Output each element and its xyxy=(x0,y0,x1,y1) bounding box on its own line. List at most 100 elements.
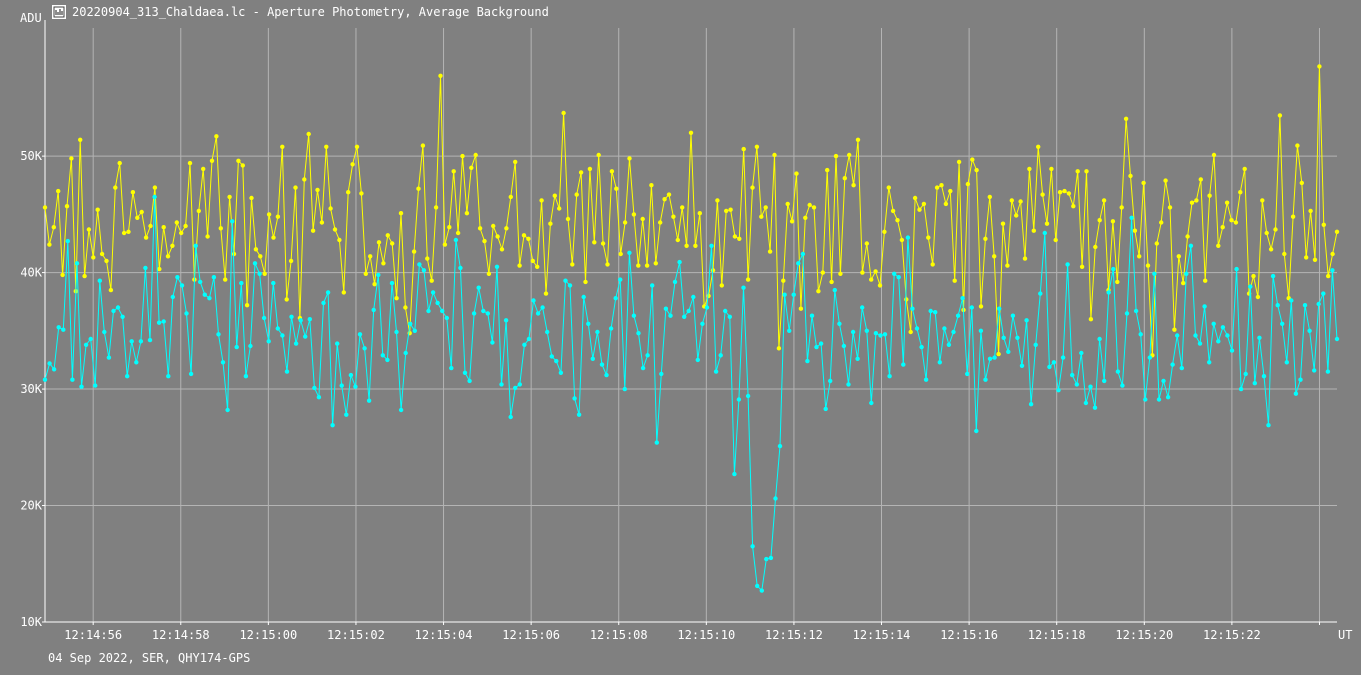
data-point xyxy=(469,165,474,170)
data-point xyxy=(896,275,901,280)
data-point xyxy=(335,341,340,346)
data-point xyxy=(772,152,777,158)
data-point xyxy=(970,157,975,162)
data-point xyxy=(517,382,522,387)
x-tick-label: 12:15:16 xyxy=(940,628,998,642)
data-point xyxy=(1000,221,1006,226)
data-point xyxy=(764,556,769,562)
data-point xyxy=(684,243,689,248)
data-point xyxy=(1207,360,1212,365)
data-point xyxy=(1317,64,1322,69)
data-point xyxy=(230,219,235,224)
data-point xyxy=(91,255,96,260)
data-point xyxy=(886,185,891,190)
data-point xyxy=(225,407,230,413)
data-point xyxy=(873,331,879,336)
data-point xyxy=(417,262,422,267)
data-point xyxy=(535,264,540,269)
data-point xyxy=(435,300,440,306)
data-point xyxy=(184,311,189,316)
data-point xyxy=(750,544,755,549)
data-point xyxy=(521,233,527,238)
data-point xyxy=(846,382,851,387)
data-point xyxy=(715,198,720,203)
data-point xyxy=(139,209,144,215)
data-point xyxy=(869,277,874,282)
data-point xyxy=(1031,228,1037,233)
data-point xyxy=(1242,166,1247,172)
data-point xyxy=(216,332,221,337)
data-point xyxy=(644,263,650,268)
data-point xyxy=(363,271,368,276)
data-point xyxy=(741,285,746,290)
data-point xyxy=(126,229,131,234)
data-point xyxy=(380,353,385,358)
data-point xyxy=(829,279,834,285)
data-point xyxy=(161,319,166,324)
data-point xyxy=(960,296,965,301)
data-point xyxy=(1137,254,1142,259)
data-point xyxy=(83,342,89,347)
data-point xyxy=(937,360,942,365)
data-point xyxy=(789,219,795,224)
data-point xyxy=(688,130,694,135)
data-point xyxy=(658,220,663,225)
data-point xyxy=(1138,332,1143,337)
data-point xyxy=(828,378,833,384)
data-point xyxy=(271,235,276,240)
data-point xyxy=(1321,222,1327,227)
data-point xyxy=(926,235,931,240)
data-point xyxy=(741,146,746,152)
data-point xyxy=(942,326,947,331)
data-point xyxy=(987,356,993,361)
data-point xyxy=(596,152,601,158)
data-point xyxy=(490,340,495,345)
data-point xyxy=(650,283,655,288)
data-point xyxy=(798,306,804,311)
data-point xyxy=(600,241,606,246)
data-point xyxy=(64,204,70,209)
data-point xyxy=(337,237,342,243)
data-point xyxy=(1079,350,1084,356)
data-point xyxy=(1264,230,1269,236)
data-point xyxy=(718,353,723,358)
data-point xyxy=(412,328,417,333)
data-point xyxy=(1290,214,1296,219)
data-point xyxy=(583,279,588,285)
data-point xyxy=(540,305,545,310)
data-point xyxy=(1211,152,1217,158)
data-point xyxy=(723,308,728,314)
data-point xyxy=(1133,308,1139,314)
data-point xyxy=(1057,190,1063,195)
data-point xyxy=(567,283,573,288)
data-point xyxy=(451,169,456,174)
data-point xyxy=(965,371,970,377)
data-point xyxy=(1040,192,1045,197)
data-point xyxy=(1216,339,1221,344)
data-point xyxy=(56,188,61,194)
data-point xyxy=(366,398,372,403)
data-point xyxy=(1056,388,1061,393)
series-line xyxy=(44,196,1338,592)
data-point xyxy=(1102,378,1107,384)
data-point xyxy=(1062,188,1067,194)
data-point xyxy=(433,205,439,210)
x-tick-label: 12:15:08 xyxy=(590,628,648,642)
data-point xyxy=(974,428,979,434)
data-point xyxy=(654,440,659,445)
data-point xyxy=(1233,220,1239,225)
data-point xyxy=(943,201,949,207)
y-tick-label: 40K xyxy=(20,266,42,280)
data-point xyxy=(719,283,724,288)
data-point xyxy=(693,243,698,248)
data-point xyxy=(754,144,760,149)
data-point xyxy=(946,342,952,347)
data-point xyxy=(627,156,632,161)
axes xyxy=(42,20,1337,625)
x-tick-label: 12:14:56 xyxy=(64,628,122,642)
data-point xyxy=(1088,384,1093,389)
data-point xyxy=(636,331,641,336)
data-point xyxy=(462,370,468,375)
data-point xyxy=(429,278,434,283)
data-point xyxy=(776,346,782,351)
